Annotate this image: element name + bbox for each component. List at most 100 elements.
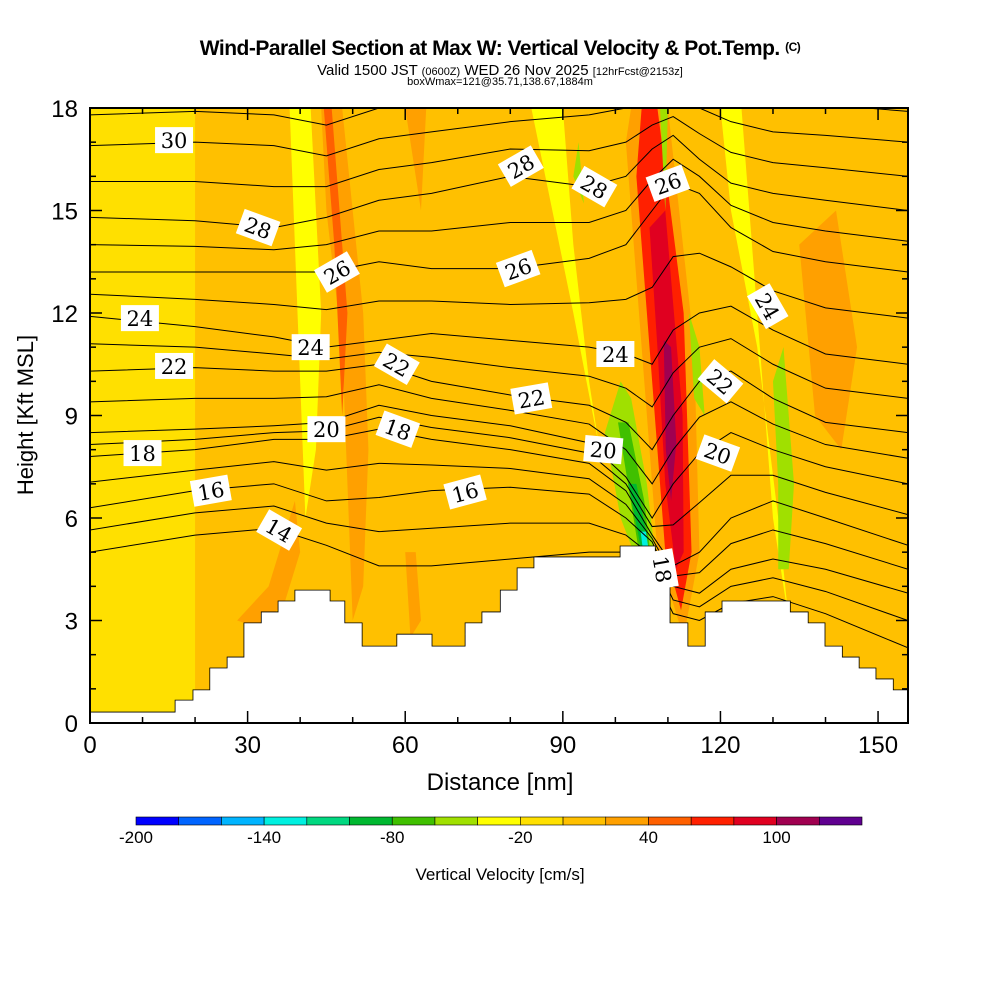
colorbar-tick-label: 100 [762,828,790,847]
colorbar-tick-label: -20 [508,828,533,847]
contour-label: 24 [120,305,159,332]
colorbar-swatch [221,816,265,826]
y-tick-label: 18 [51,96,78,123]
colorbar-tick-label: 40 [639,828,658,847]
theta-line-26 [90,182,908,273]
subtitle-utc: (0600Z) [421,66,461,78]
colorbar-tick-label: -140 [247,828,281,847]
w-region [90,108,196,723]
contour-label-text: 20 [313,418,340,442]
colorbar-swatch [776,816,820,826]
contour-label: 22 [510,382,553,415]
contour-label-box [120,305,159,332]
contour-label-box [596,341,635,367]
contour-label-box [510,382,553,415]
contour-label-box [291,334,330,361]
contour-label-text: 22 [161,355,188,379]
w-region [405,552,421,638]
contour-label: 16 [189,474,232,507]
chart-subtitle: Valid 1500 JST (0600Z) WED 26 Nov 2025 [… [0,63,1000,80]
contour-label-box [375,410,421,448]
contour-label-box [307,416,346,443]
colorbar-swatch [477,816,521,826]
theta-line-29 [90,115,908,188]
colorbar-tick-label: -200 [119,828,153,847]
contour-label-text: 20 [589,438,618,464]
colorbar-swatch [306,816,350,826]
theta-line-22 [90,363,908,451]
contour-label: 20 [307,416,346,443]
contour-label: 22 [155,352,194,379]
terrain-profile [89,545,909,724]
theta-line-17 [90,461,908,577]
colorbar-swatch [818,816,863,826]
contour-label-box [695,434,741,472]
contour-label-text: 22 [516,385,546,413]
contour-label-text: 18 [648,554,676,584]
colorbar-label: Vertical Velocity [cm/s] [415,865,584,884]
y-tick-label: 9 [65,404,78,431]
contour-label-box [189,474,232,507]
colorbar-swatch [263,816,308,826]
y-axis-label: Height [Kft MSL] [13,335,38,495]
contour-label: 18 [123,440,162,467]
colorbar-swatch [349,816,393,826]
w-region [289,108,322,518]
colorbar-swatch [605,816,649,826]
colorbar-tick-label: -80 [380,828,405,847]
colorbar-swatch [434,816,478,826]
theta-line-15 [90,505,908,621]
title-text: Wind-Parallel Section at Max W: Vertical… [199,37,781,60]
subtitle-date: WED 26 Nov 2025 [464,62,589,79]
contour-label-box [646,548,679,591]
y-tick-label: 12 [51,301,78,328]
contour-label: 18 [375,410,421,448]
w-region [720,108,789,621]
contour-label-box [645,164,691,202]
theta-line-30 [90,108,908,157]
contour-label: 30 [155,127,194,154]
terrain [89,545,909,724]
title-mark: (C) [785,40,801,54]
contour-label-box [313,251,360,293]
x-tick-label: 60 [392,732,419,759]
y-tick-label: 6 [65,506,78,533]
w-region [688,313,705,416]
x-tick-label: 30 [234,732,261,759]
contour-label: 24 [596,341,635,367]
contour-label-box [746,283,789,330]
contour-label-box [155,352,194,379]
theta-line-16 [90,483,908,594]
chart-title: Wind-Parallel Section at Max W: Vertical… [0,37,1000,61]
axes: 0 30 60 90 120 150 0 3 6 9 12 15 18 [51,96,908,759]
theta-line-31 [90,108,908,126]
theta-line-25 [90,252,908,319]
x-tick-label: 90 [549,732,576,759]
contour-label: 18 [646,548,679,591]
colorbar-swatch [648,816,692,826]
contour-label-box [583,435,624,465]
x-tick-label: 0 [83,732,96,759]
contour-label-box [497,145,544,187]
y-tick-label: 15 [51,199,78,226]
subtitle-box: boxWmax=121@35.71,138.67,1884m [407,76,593,88]
colorbar-swatch [391,816,436,826]
colorbar-swatch [562,816,607,826]
contour-label-box [235,208,281,247]
colorbar-swatch [178,816,222,826]
contour-label: 24 [291,334,330,361]
contour-label-box [571,165,618,208]
contour-label-box [155,127,194,154]
y-tick-label: 3 [65,609,78,636]
theta-line-14 [90,527,908,649]
contour-label-text: 24 [127,307,154,331]
colorbar-swatch [135,816,180,826]
colorbar-swatch [733,816,777,826]
x-axis-label: Distance [nm] [427,769,574,796]
colorbar: -200 -140 -80 -20 40 100 [119,816,863,847]
contour-label-text: 18 [129,442,156,466]
theta-line-18 [90,428,908,567]
x-tick-label: 120 [700,732,740,759]
